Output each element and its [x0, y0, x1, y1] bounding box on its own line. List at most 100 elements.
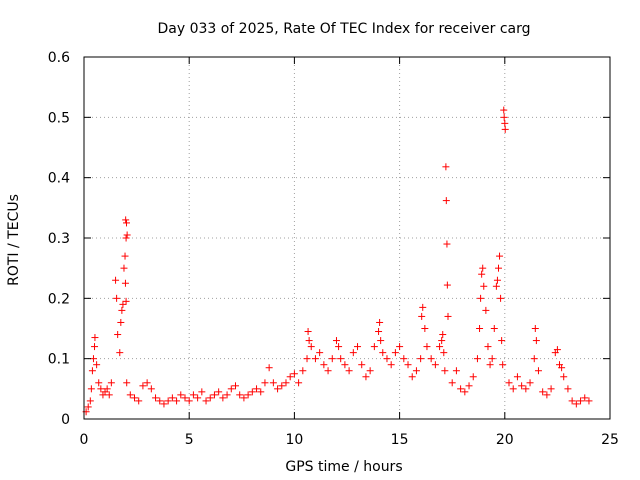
data-point [534, 367, 542, 375]
data-point [194, 394, 202, 402]
data-point [123, 219, 131, 227]
data-point [278, 382, 286, 390]
data-point [95, 379, 103, 387]
data-point [177, 391, 185, 399]
data-point [505, 379, 513, 387]
data-point [269, 379, 277, 387]
y-axis-label: ROTI / TECUs [6, 194, 22, 286]
data-point [461, 388, 469, 396]
data-point [366, 367, 374, 375]
data-point [87, 385, 95, 393]
data-point [91, 343, 99, 351]
data-point [257, 388, 265, 396]
data-point [478, 270, 486, 278]
data-point [316, 349, 324, 357]
data-point [335, 343, 343, 351]
x-tick-label: 20 [496, 432, 514, 448]
data-point [253, 385, 261, 393]
data-point [408, 373, 416, 381]
data-point [290, 370, 298, 378]
x-tick-label: 10 [285, 432, 303, 448]
data-point [488, 355, 496, 363]
data-point [497, 294, 505, 302]
data-point [427, 355, 435, 363]
data-point [114, 331, 122, 339]
y-tick-label: 0.2 [48, 291, 70, 307]
data-point [304, 328, 312, 336]
x-tick-label: 15 [391, 432, 409, 448]
data-point [164, 397, 172, 405]
data-point [337, 355, 345, 363]
data-point [295, 379, 303, 387]
data-point [320, 361, 328, 369]
data-point [305, 337, 313, 345]
data-point [117, 318, 125, 326]
data-point [173, 397, 181, 405]
data-point [436, 343, 444, 351]
data-point [223, 391, 231, 399]
data-point [88, 367, 96, 375]
data-point [189, 391, 197, 399]
data-point [122, 234, 130, 242]
data-point [311, 355, 319, 363]
data-point [86, 397, 94, 405]
y-tick-label: 0.5 [48, 110, 70, 126]
data-point [560, 373, 568, 381]
data-point [324, 367, 332, 375]
data-point [490, 325, 498, 332]
data-point [113, 294, 121, 302]
data-point [531, 325, 539, 332]
data-point [349, 349, 357, 357]
data-point [202, 397, 210, 405]
data-point [122, 297, 130, 305]
data-point [112, 276, 120, 284]
data-point [160, 400, 168, 408]
data-point [107, 379, 115, 387]
data-point [215, 388, 223, 396]
data-point [210, 391, 218, 399]
data-point [274, 385, 282, 393]
data-point [89, 355, 97, 363]
data-point [123, 379, 131, 387]
data-point [441, 367, 449, 375]
data-point [444, 312, 452, 320]
data-point [120, 264, 128, 272]
data-point [443, 281, 451, 289]
data-point [396, 343, 404, 351]
data-point [185, 397, 193, 405]
data-point [419, 303, 427, 311]
data-point [476, 325, 484, 332]
data-point [206, 394, 214, 402]
data-point [97, 385, 105, 393]
data-point [404, 361, 412, 369]
data-point [585, 397, 593, 405]
data-point [530, 355, 538, 363]
data-point [231, 382, 239, 390]
data-point [438, 337, 446, 345]
data-point [121, 279, 129, 287]
data-point [509, 385, 517, 393]
data-point [473, 355, 481, 363]
data-point [332, 337, 340, 345]
data-point [227, 385, 235, 393]
y-tick-label: 0.3 [48, 231, 70, 247]
data-point [299, 367, 307, 375]
data-point [307, 343, 315, 351]
data-point [501, 125, 509, 133]
data-point [494, 264, 502, 272]
data-point [480, 282, 488, 290]
data-point [152, 394, 160, 402]
data-point [421, 325, 429, 332]
data-point [564, 385, 572, 393]
data-point [423, 343, 431, 351]
data-point [496, 252, 504, 260]
data-point [532, 337, 540, 345]
data-point [581, 394, 589, 402]
data-point [121, 252, 129, 260]
data-point [479, 264, 487, 272]
data-point [418, 312, 426, 320]
data-point [358, 361, 366, 369]
data-point [558, 364, 566, 372]
data-point [492, 282, 500, 290]
data-point [303, 355, 311, 363]
